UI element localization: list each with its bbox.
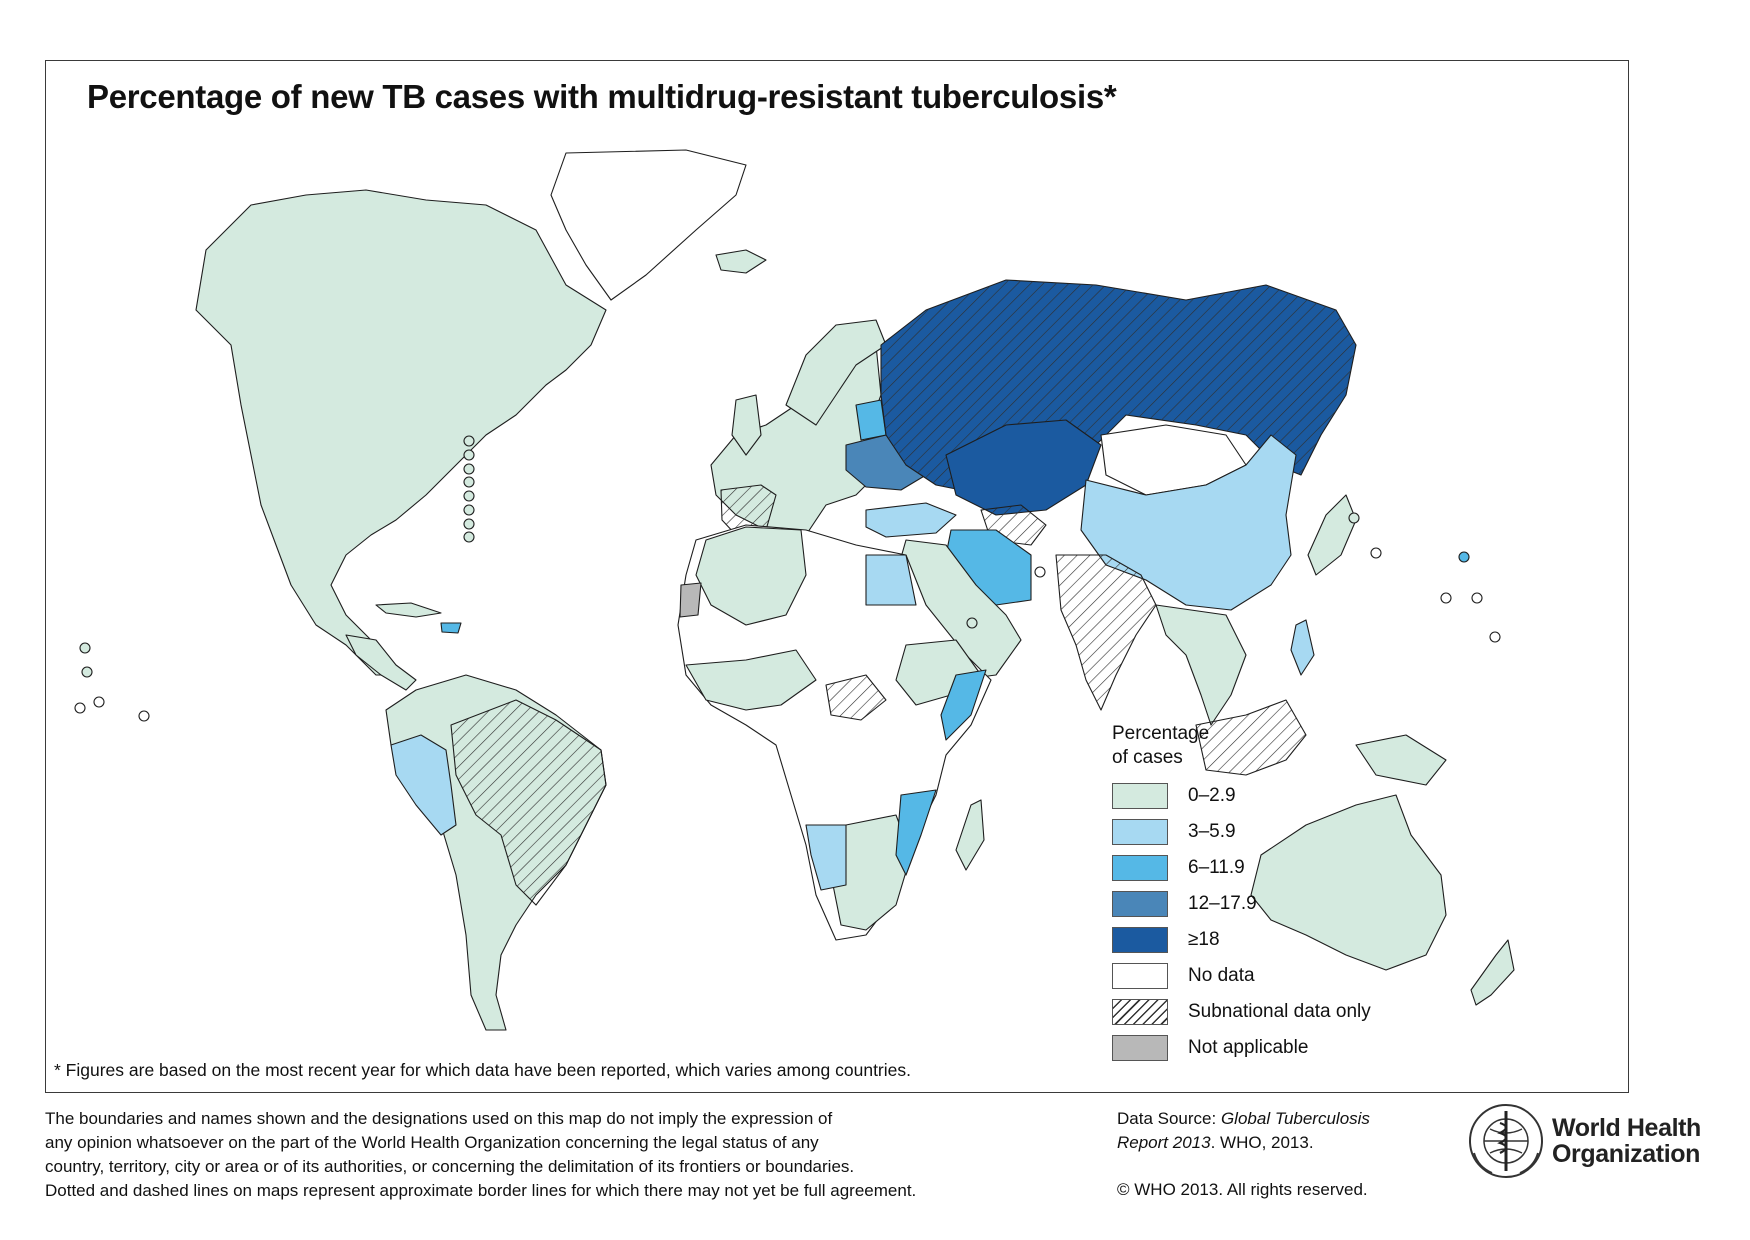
disclaimer-line: The boundaries and names shown and the d… — [45, 1109, 833, 1128]
island-marker — [463, 435, 475, 447]
legend-item: 3–5.9 — [1112, 814, 1371, 850]
central-america-region — [345, 634, 417, 691]
island-marker — [81, 666, 93, 678]
philippines-region — [1290, 619, 1315, 676]
turkey-region — [865, 502, 957, 538]
legend-item: 12–17.9 — [1112, 886, 1371, 922]
island-marker — [463, 518, 475, 530]
legend-swatch — [1112, 855, 1168, 881]
disclaimer-line: country, territory, city or area or of i… — [45, 1157, 855, 1176]
caribbean-cuba — [375, 602, 442, 618]
legend-swatch — [1112, 927, 1168, 953]
legend-label: Subnational data only — [1188, 1001, 1371, 1022]
who-wordmark: World Health Organization — [1552, 1115, 1701, 1167]
brazil-region — [450, 699, 607, 906]
legend-label: 3–5.9 — [1188, 821, 1236, 842]
mozambique-region — [895, 789, 937, 876]
iceland-region — [715, 249, 767, 274]
legend-swatch — [1112, 963, 1168, 989]
world-map — [74, 149, 1515, 1031]
legend-label: Not applicable — [1188, 1037, 1309, 1058]
uk-region — [731, 394, 762, 456]
data-source: Data Source: Global Tuberculosis Report … — [1117, 1107, 1370, 1155]
legend-label: No data — [1188, 965, 1255, 986]
legend-item: Not applicable — [1112, 1030, 1371, 1066]
island-marker — [93, 696, 105, 708]
legend-label: 0–2.9 — [1188, 785, 1236, 806]
source-title-part1: Global Tuberculosis — [1220, 1109, 1370, 1128]
source-title-part2: Report 2013 — [1117, 1133, 1211, 1152]
legend-title-line1: Percentage — [1112, 723, 1210, 744]
legend-item: Subnational data only — [1112, 994, 1371, 1030]
disclaimer: The boundaries and names shown and the d… — [45, 1107, 1085, 1203]
island-marker — [1489, 631, 1501, 643]
legend-title: Percentage of cases — [1112, 722, 1371, 770]
island-marker — [79, 642, 91, 654]
legend-swatch — [1112, 819, 1168, 845]
central-africa-region — [825, 674, 887, 721]
legend-swatch — [1112, 1035, 1168, 1061]
legend-swatch — [1112, 891, 1168, 917]
disclaimer-line: Dotted and dashed lines on maps represen… — [45, 1181, 917, 1200]
madagascar-region — [955, 799, 985, 871]
caribbean-dominican — [440, 622, 462, 634]
legend-swatch-hatched — [1112, 999, 1168, 1025]
se-asia-region — [1155, 604, 1247, 726]
peru-region — [390, 734, 457, 836]
somalia-region — [940, 669, 987, 741]
greenland-region — [550, 149, 747, 301]
egypt-region — [865, 554, 917, 606]
source-prefix: Data Source: — [1117, 1109, 1221, 1128]
papua-region — [1355, 734, 1447, 786]
legend-item: 6–11.9 — [1112, 850, 1371, 886]
western-sahara-region — [679, 582, 702, 618]
japan-region — [1307, 494, 1357, 576]
island-marker — [1034, 566, 1046, 578]
disclaimer-line: any opinion whatsoever on the part of th… — [45, 1133, 819, 1152]
india-region — [1055, 554, 1157, 711]
island-marker — [463, 463, 475, 475]
baltic-region — [855, 399, 887, 441]
indonesia-region — [1195, 699, 1307, 776]
who-wordmark-line2: Organization — [1552, 1140, 1700, 1168]
map-title: Percentage of new TB cases with multidru… — [87, 78, 1117, 115]
who-emblem-icon — [1469, 1104, 1543, 1178]
source-suffix: . WHO, 2013. — [1210, 1133, 1314, 1152]
namibia-region — [805, 824, 847, 891]
island-marker — [463, 476, 475, 488]
legend-item: No data — [1112, 958, 1371, 994]
legend-swatch — [1112, 783, 1168, 809]
legend-label: 6–11.9 — [1188, 857, 1245, 878]
island-marker — [463, 504, 475, 516]
legend-title-line2: of cases — [1112, 747, 1183, 768]
legend-item: 0–2.9 — [1112, 778, 1371, 814]
map-frame — [45, 60, 1629, 1093]
legend-label: 12–17.9 — [1188, 893, 1257, 914]
legend-label: ≥18 — [1188, 929, 1220, 950]
new-zealand-region — [1470, 939, 1515, 1006]
island-marker — [138, 710, 150, 722]
map-legend: Percentage of cases 0–2.9 3–5.9 6–11.9 1… — [1112, 722, 1371, 1066]
who-logo: World Health Organization — [1468, 1103, 1701, 1179]
island-marker — [1471, 592, 1483, 604]
footnote: * Figures are based on the most recent y… — [54, 1060, 911, 1080]
island-marker — [463, 490, 475, 502]
island-marker — [1458, 551, 1470, 563]
island-marker — [966, 617, 978, 629]
island-marker — [1440, 592, 1452, 604]
island-marker — [463, 531, 475, 543]
island-marker — [74, 702, 86, 714]
west-africa-region — [685, 649, 817, 711]
north-america-region — [195, 189, 607, 676]
legend-item: ≥18 — [1112, 922, 1371, 958]
island-marker — [463, 449, 475, 461]
island-marker — [1348, 512, 1360, 524]
australia-region — [1250, 794, 1447, 971]
island-marker — [1370, 547, 1382, 559]
who-wordmark-line1: World Health — [1552, 1114, 1701, 1142]
copyright: © WHO 2013. All rights reserved. — [1117, 1180, 1368, 1199]
